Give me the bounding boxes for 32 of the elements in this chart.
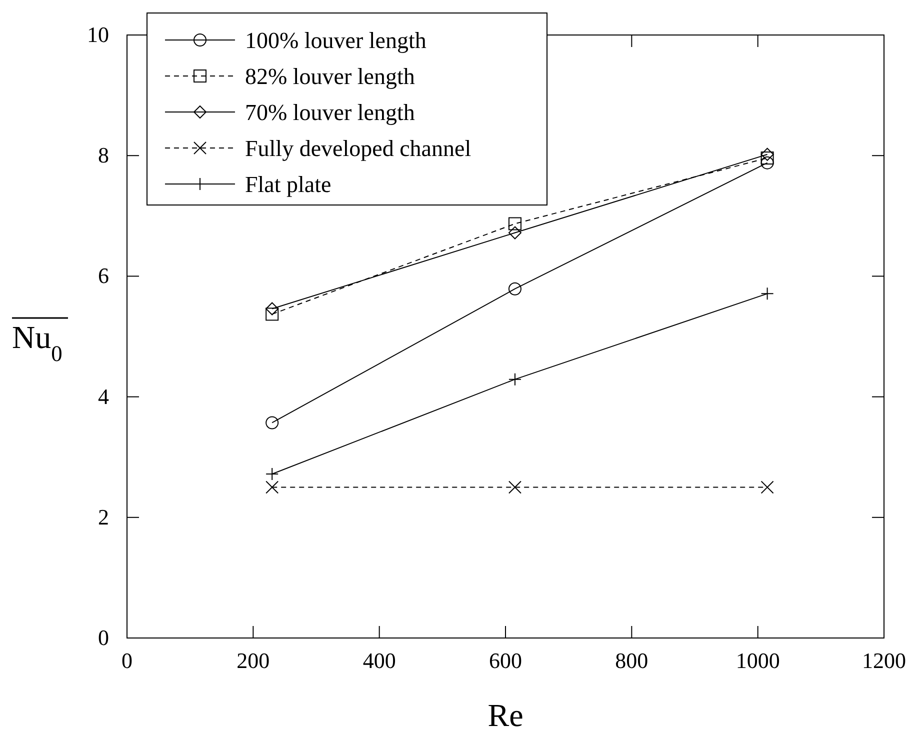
legend-label: Flat plate <box>245 172 332 197</box>
point <box>508 217 522 230</box>
point <box>266 416 279 430</box>
point <box>760 480 774 494</box>
y-tick-label: 2 <box>98 504 109 530</box>
point <box>508 282 522 296</box>
x-tick-label: 1200 <box>862 648 906 673</box>
y-axis-title: Nu$_{0}$ <box>12 319 62 366</box>
x-tick-label: 600 <box>489 648 522 673</box>
y-tick-label: 4 <box>98 384 109 409</box>
x-tick-label: 800 <box>615 648 648 673</box>
point <box>508 226 522 240</box>
point <box>266 308 279 321</box>
y-tick-label: 10 <box>87 22 109 47</box>
x-tick-label: 400 <box>362 648 396 673</box>
point <box>760 148 774 161</box>
point <box>266 302 279 316</box>
legend-label: 82% louver length <box>245 64 416 89</box>
x-tick-label: 0 <box>122 648 132 673</box>
x-tick-label: 1000 <box>736 648 780 673</box>
x-tick-label: 200 <box>236 648 270 673</box>
legend-label: 100% louver length <box>245 28 427 53</box>
x-axis-title: Re <box>488 697 524 733</box>
y-tick-label: 8 <box>98 142 109 168</box>
y-tick-label: 0 <box>98 625 109 650</box>
point <box>760 156 774 170</box>
y-tick-label: 6 <box>98 263 109 288</box>
legend-label: 70% louver length <box>245 100 416 125</box>
point <box>760 152 774 165</box>
point <box>266 480 279 494</box>
point <box>508 480 522 494</box>
legend-label: Fully developed channel <box>245 136 472 161</box>
